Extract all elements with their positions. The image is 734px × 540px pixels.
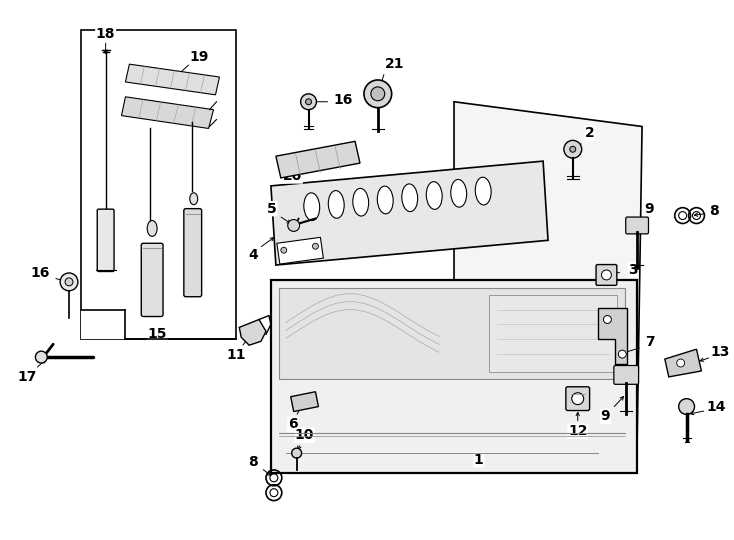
Text: 21: 21 [385,57,404,71]
Text: 9: 9 [600,409,610,423]
Circle shape [60,273,78,291]
FancyBboxPatch shape [184,208,202,296]
FancyBboxPatch shape [614,366,639,384]
Text: 7: 7 [645,335,655,349]
Text: 20: 20 [283,169,302,183]
Text: 13: 13 [711,345,730,359]
Text: 11: 11 [227,348,246,362]
Circle shape [364,80,392,107]
Text: 1: 1 [474,453,484,467]
Ellipse shape [377,186,393,214]
Ellipse shape [401,184,418,212]
Ellipse shape [353,188,368,216]
Text: 14: 14 [707,400,726,414]
Circle shape [35,351,47,363]
FancyBboxPatch shape [566,387,589,410]
Text: 18: 18 [96,28,115,42]
Circle shape [313,244,319,249]
Circle shape [371,87,385,101]
Circle shape [570,146,575,152]
Ellipse shape [304,193,320,220]
Circle shape [288,220,299,232]
Polygon shape [121,97,214,129]
Text: 10: 10 [295,428,314,442]
Text: 16: 16 [31,266,50,280]
Text: 16: 16 [333,93,353,107]
Circle shape [65,278,73,286]
Circle shape [305,99,311,105]
Text: 2: 2 [585,126,595,140]
Polygon shape [489,295,617,372]
FancyBboxPatch shape [596,265,617,285]
Bar [81,309,126,339]
Text: 19: 19 [189,50,208,64]
Circle shape [564,140,581,158]
Circle shape [291,448,302,458]
Ellipse shape [328,191,344,218]
Text: 8: 8 [248,455,258,469]
Polygon shape [277,238,324,264]
Text: 17: 17 [18,370,37,384]
Polygon shape [239,320,266,345]
Circle shape [281,247,287,253]
Circle shape [601,270,611,280]
Polygon shape [291,392,319,411]
Text: 3: 3 [628,263,638,277]
Circle shape [618,350,626,358]
Circle shape [679,399,694,415]
FancyBboxPatch shape [141,244,163,316]
Polygon shape [276,141,360,178]
Ellipse shape [476,177,491,205]
Text: 5: 5 [267,201,277,215]
Ellipse shape [426,181,442,210]
Polygon shape [665,349,702,377]
Ellipse shape [451,179,467,207]
Circle shape [572,393,584,404]
Polygon shape [271,161,548,265]
Text: 8: 8 [710,204,719,218]
Polygon shape [597,308,628,364]
Polygon shape [126,64,219,95]
Text: 15: 15 [148,327,167,341]
Polygon shape [279,288,625,379]
Ellipse shape [148,220,157,237]
Circle shape [603,315,611,323]
Text: 6: 6 [288,417,297,431]
FancyBboxPatch shape [97,209,114,272]
Text: 9: 9 [644,201,654,215]
Bar [81,30,236,339]
Polygon shape [454,102,642,443]
Text: 4: 4 [248,248,258,262]
Text: 12: 12 [568,424,587,438]
FancyBboxPatch shape [625,217,649,234]
Ellipse shape [190,193,197,205]
Circle shape [301,94,316,110]
Polygon shape [271,280,637,473]
Circle shape [677,359,685,367]
